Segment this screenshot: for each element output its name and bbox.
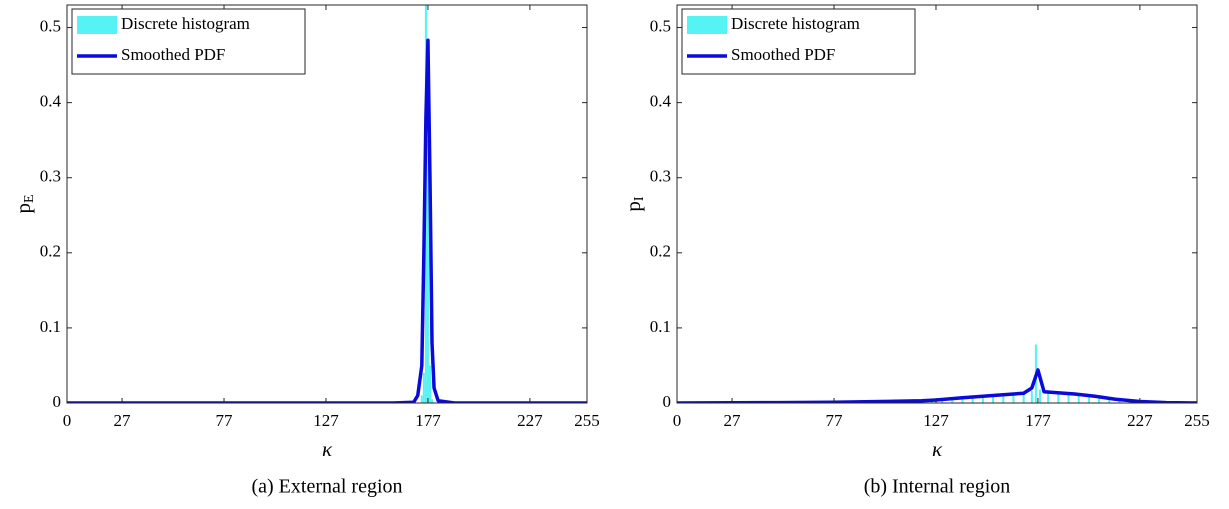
histogram-bar: [1118, 399, 1121, 403]
legend: Discrete histogram Smoothed PDF: [71, 8, 306, 75]
y-tick-label: 0.1: [650, 317, 671, 336]
x-tick-label: 27: [114, 411, 132, 430]
histogram-bar: [951, 398, 954, 403]
legend-box: [681, 8, 916, 75]
pdf-line: [67, 38, 587, 403]
histogram-bar: [981, 396, 984, 403]
y-tick-label: 0.1: [40, 317, 61, 336]
x-axis-label: κ: [932, 437, 943, 461]
x-tick-label: 127: [313, 411, 339, 430]
histogram-bar: [1030, 390, 1033, 403]
histogram-bar: [1087, 396, 1090, 403]
histogram-bar: [971, 396, 974, 403]
plot-area: [67, 5, 587, 403]
y-tick-label: 0: [53, 392, 62, 411]
x-tick-label: 255: [1184, 411, 1210, 430]
y-tick-label: 0.4: [40, 92, 62, 111]
axes-frame: [676, 4, 1198, 404]
histogram-bar: [1057, 393, 1060, 403]
x-tick-label: 227: [517, 411, 543, 430]
legend-label: Discrete histogram: [731, 14, 860, 33]
subplot: 0 27 77 127 177 227 255 0 0.1 0.2 0.3 0.4 0.5 κ pI (b) …: [621, 4, 1210, 498]
legend-swatch: [77, 16, 117, 34]
histogram-bar: [1002, 394, 1005, 403]
histogram-bar: [1047, 392, 1050, 403]
legend: Discrete histogram Smoothed PDF: [681, 8, 916, 75]
histogram-bar: [1108, 399, 1111, 403]
plot-area: [677, 344, 1197, 403]
y-axis-label-main: p: [11, 203, 35, 214]
y-axis-label-subscript: I: [632, 196, 647, 201]
x-tick-label: 77: [826, 411, 844, 430]
subplot: 0 27 77 127 177 227 255 0 0.1 0.2 0.3 0.4 0.5 κ pE (a) …: [11, 4, 600, 498]
histogram-bar: [428, 365, 431, 403]
histogram-bar: [426, 140, 429, 403]
y-tick-label: 0.4: [650, 92, 672, 111]
x-axis-label: κ: [322, 437, 333, 461]
y-axis-label-main: p: [621, 201, 645, 212]
histogram-bar: [1022, 393, 1025, 403]
y-tick-label: 0.5: [40, 16, 61, 35]
legend-label: Smoothed PDF: [121, 45, 225, 64]
x-tick-label: 255: [574, 411, 600, 430]
axes-frame: [66, 4, 588, 404]
y-axis-label: pI: [621, 196, 647, 212]
legend-swatch: [687, 16, 727, 34]
histogram-bar: [1067, 393, 1070, 403]
histogram-bar: [1077, 395, 1080, 403]
pdf-line: [677, 368, 1197, 403]
x-tick-label: 27: [724, 411, 742, 430]
y-tick-label: 0.2: [40, 242, 61, 261]
histogram-bar: [422, 372, 425, 403]
histogram-bar: [1038, 389, 1041, 403]
caption: (a) External region: [251, 476, 402, 498]
x-tick-label: 177: [415, 411, 441, 430]
y-tick-label: 0.2: [650, 242, 671, 261]
legend-label: Smoothed PDF: [731, 45, 835, 64]
legend-label: Discrete histogram: [121, 14, 250, 33]
y-axis-label-subscript: E: [22, 194, 37, 203]
x-tick-label: 177: [1025, 411, 1051, 430]
histogram-bar: [1012, 393, 1015, 403]
y-tick-label: 0.5: [650, 16, 671, 35]
caption: (b) Internal region: [864, 476, 1011, 498]
y-tick-label: 0.3: [650, 167, 671, 186]
x-tick-label: 127: [923, 411, 949, 430]
y-tick-label: 0: [663, 392, 672, 411]
histogram-bar: [431, 399, 434, 403]
x-tick-label: 227: [1127, 411, 1153, 430]
histogram-bar: [961, 397, 964, 403]
histogram-bar: [992, 395, 995, 403]
x-tick-label: 0: [673, 411, 682, 430]
y-tick-label: 0.3: [40, 167, 61, 186]
x-tick-label: 0: [63, 411, 72, 430]
y-axis-label: pE: [11, 194, 37, 213]
x-tick-label: 77: [216, 411, 234, 430]
histogram-bar: [420, 395, 423, 403]
histogram-bar: [1098, 397, 1101, 403]
